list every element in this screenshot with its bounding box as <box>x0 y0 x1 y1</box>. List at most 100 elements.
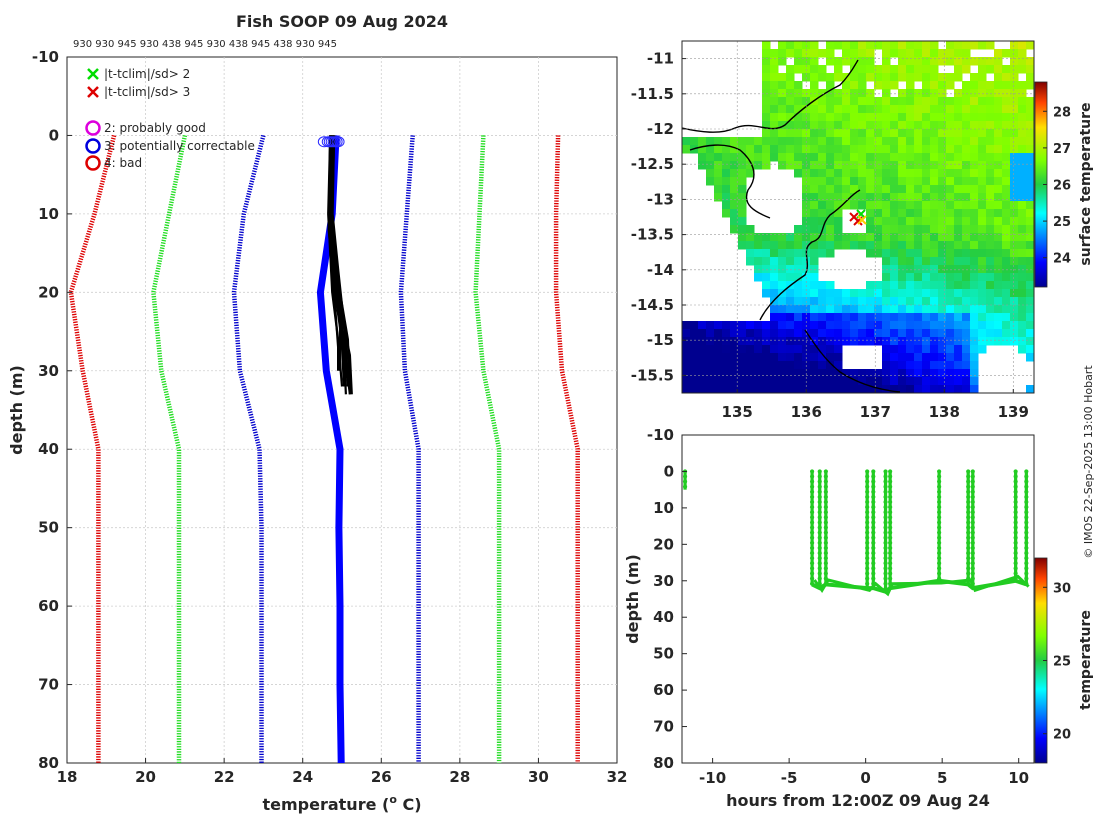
sst-cell <box>914 233 923 242</box>
sst-cell <box>914 153 923 162</box>
sst-cell <box>874 281 883 290</box>
depth-point <box>1024 489 1029 494</box>
sst-cell <box>922 329 931 338</box>
sst-cell <box>898 289 907 298</box>
sst-cell <box>1010 161 1019 170</box>
sst-cell <box>778 321 787 330</box>
sst-cell <box>706 153 715 162</box>
y-tick-label: 80 <box>38 754 59 772</box>
sst-cell <box>938 273 947 282</box>
sst-cell <box>986 193 995 202</box>
sst-cell <box>890 257 899 266</box>
sst-cell <box>698 153 707 162</box>
sst-cell <box>738 153 747 162</box>
sst-cell <box>834 193 843 202</box>
sst-cell <box>874 313 883 322</box>
sst-cell <box>1026 289 1034 298</box>
sst-cell <box>1026 41 1034 50</box>
sst-cell <box>938 369 947 378</box>
sst-cell <box>1018 337 1027 346</box>
sst-cell <box>834 369 843 378</box>
sst-cell <box>730 153 739 162</box>
sst-cell <box>970 81 979 90</box>
sst-cell <box>858 113 867 122</box>
sst-cell <box>914 377 923 386</box>
depth-point <box>970 474 975 479</box>
sst-cell <box>898 185 907 194</box>
sst-cell <box>834 209 843 218</box>
sst-cell <box>978 73 987 82</box>
sst-cell <box>1018 177 1027 186</box>
sst-cell <box>962 129 971 138</box>
sst-cell <box>826 145 835 154</box>
sst-cell <box>986 177 995 186</box>
sst-cell <box>754 337 763 346</box>
sst-cell <box>770 297 779 306</box>
sst-cell <box>954 113 963 122</box>
sst-cell <box>866 281 875 290</box>
sst-cell <box>930 297 939 306</box>
sst-cell <box>922 193 931 202</box>
scatter-data <box>682 469 1030 597</box>
sst-cell <box>1010 209 1019 218</box>
sst-cell <box>810 249 819 258</box>
sst-cell <box>778 81 787 90</box>
sst-cell <box>954 249 963 258</box>
sst-cell <box>826 329 835 338</box>
sst-cell <box>722 153 731 162</box>
depth-point <box>865 561 870 566</box>
depth-point <box>823 571 828 576</box>
sst-cell <box>794 313 803 322</box>
sst-cell <box>698 145 707 154</box>
sst-cell <box>738 369 747 378</box>
sst-cell <box>978 321 987 330</box>
sst-cell <box>1010 273 1019 282</box>
sst-cell <box>930 345 939 354</box>
sst-cell <box>874 129 883 138</box>
sst-cell <box>954 145 963 154</box>
depth-point <box>970 505 975 510</box>
sst-cell <box>738 169 747 178</box>
depth-point <box>937 561 942 566</box>
sst-cell <box>794 97 803 106</box>
sst-cell <box>946 57 955 66</box>
sst-cell <box>722 193 731 202</box>
sst-cell <box>890 105 899 114</box>
sst-cell <box>890 337 899 346</box>
sst-cell <box>786 273 795 282</box>
sst-cell <box>954 89 963 98</box>
sst-cell <box>850 329 859 338</box>
sst-cell <box>962 353 971 362</box>
sst-cell <box>874 105 883 114</box>
sst-cell <box>866 169 875 178</box>
sst-cell <box>1010 193 1019 202</box>
sst-cell <box>1002 241 1011 250</box>
sst-cell <box>898 129 907 138</box>
sst-cell <box>890 225 899 234</box>
sst-cell <box>946 73 955 82</box>
depth-point <box>966 566 971 571</box>
sst-cell <box>1026 169 1034 178</box>
sst-cell <box>690 345 699 354</box>
sst-cell <box>978 225 987 234</box>
sst-cell <box>1002 281 1011 290</box>
sst-cell <box>730 329 739 338</box>
sst-cell <box>714 185 723 194</box>
sst-cell <box>962 241 971 250</box>
sst-cell <box>746 145 755 154</box>
depth-point <box>1013 540 1018 545</box>
sst-cell <box>770 57 779 66</box>
sst-cell <box>818 329 827 338</box>
sst-cell <box>994 113 1003 122</box>
sst-cell <box>722 137 731 146</box>
sst-cell <box>954 161 963 170</box>
sst-cell <box>978 41 987 50</box>
sst-cell <box>906 377 915 386</box>
sst-cell <box>994 169 1003 178</box>
depth-point <box>970 525 975 530</box>
sst-cell <box>818 209 827 218</box>
sst-cell <box>930 113 939 122</box>
sst-cell <box>946 233 955 242</box>
sst-cell <box>930 353 939 362</box>
sst-cell <box>810 145 819 154</box>
